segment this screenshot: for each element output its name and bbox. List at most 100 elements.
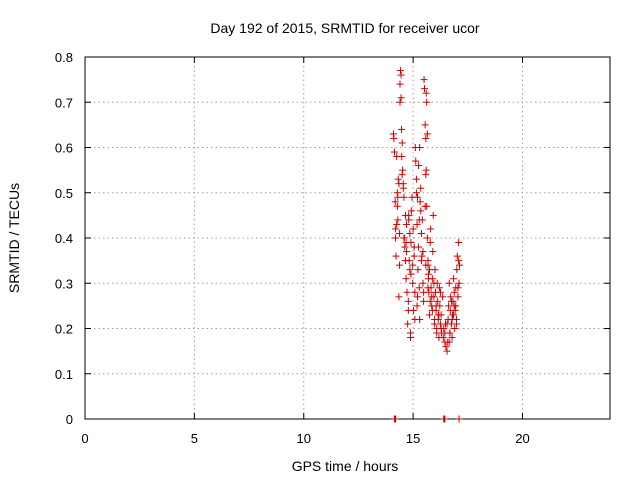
y-tick-label: 0.4 (55, 231, 73, 246)
data-point (396, 98, 404, 106)
data-point (420, 297, 428, 305)
data-point (455, 279, 463, 287)
data-point (401, 243, 409, 251)
data-point (439, 293, 447, 301)
data-point (426, 311, 434, 319)
data-point (450, 311, 458, 319)
data-point (413, 220, 421, 228)
data-point (396, 80, 404, 88)
data-point (421, 85, 428, 93)
data-point (407, 270, 415, 278)
data-point (422, 134, 430, 142)
data-point (404, 320, 412, 328)
data-point (390, 134, 398, 142)
data-point (442, 343, 450, 351)
data-point (437, 325, 445, 332)
data-point (403, 220, 411, 228)
data-point (399, 184, 407, 192)
y-tick-labels: 0 0.1 0.2 0.3 0.4 0.5 0.6 0.7 0.8 (55, 50, 73, 427)
data-point (417, 207, 425, 215)
x-tick-label: 20 (515, 431, 529, 446)
data-point (415, 162, 423, 170)
data-point (432, 302, 440, 310)
x-tick-label: 15 (406, 431, 420, 446)
data-point (453, 266, 461, 274)
data-point (436, 288, 444, 296)
data-point (428, 306, 436, 314)
data-point (395, 180, 403, 188)
data-point (451, 325, 459, 332)
data-point (423, 98, 431, 106)
data-point (417, 257, 425, 265)
data-point (448, 334, 456, 342)
data-point (412, 157, 420, 165)
data-point (397, 94, 405, 102)
chart-title: Day 192 of 2015, SRMTID for receiver uco… (210, 20, 480, 36)
data-point (429, 211, 437, 219)
data-point (392, 225, 400, 233)
data-point (447, 297, 455, 305)
data-point (419, 248, 427, 256)
data-point (403, 288, 411, 296)
data-point (392, 252, 400, 260)
data-point (446, 329, 454, 337)
data-point (415, 216, 423, 224)
data-point (393, 202, 401, 210)
x-tick-label: 5 (191, 431, 198, 446)
data-point (426, 266, 434, 274)
data-point (398, 139, 406, 147)
data-point (455, 257, 463, 265)
data-point (404, 306, 412, 314)
data-point (450, 275, 458, 283)
data-point (401, 257, 409, 265)
data-point (398, 171, 406, 179)
data-point (419, 279, 427, 287)
data-point (423, 234, 431, 242)
data-point (443, 347, 451, 355)
data-point (448, 315, 456, 323)
data-point (424, 275, 432, 283)
data-point (424, 284, 432, 292)
data-point (441, 415, 449, 423)
data-point (428, 293, 436, 301)
data-point (444, 338, 452, 346)
y-tick-label: 0.5 (55, 186, 73, 201)
data-point (442, 320, 449, 328)
y-tick-label: 0.7 (55, 95, 73, 110)
data-point (439, 334, 447, 342)
data-point (409, 225, 417, 233)
data-point (455, 239, 463, 247)
data-point (429, 248, 437, 256)
data-point (396, 67, 404, 75)
data-point (409, 261, 417, 269)
data-point (410, 252, 418, 260)
data-point (452, 320, 460, 328)
y-tick-label: 0.1 (55, 367, 73, 382)
data-point (435, 284, 443, 292)
data-point (396, 229, 404, 237)
data-point (403, 248, 411, 256)
data-point (451, 306, 459, 314)
data-point (413, 302, 421, 310)
data-point (423, 130, 431, 138)
data-point (402, 275, 410, 283)
data-point (394, 216, 402, 224)
data-points (389, 67, 463, 423)
data-point (407, 207, 415, 215)
data-point (454, 284, 462, 292)
data-point (393, 220, 401, 228)
data-point (391, 148, 399, 156)
data-point (426, 297, 434, 305)
data-point (407, 329, 414, 337)
data-point (450, 288, 458, 296)
data-point (402, 239, 410, 247)
data-point (412, 189, 420, 197)
data-point (397, 71, 405, 79)
data-point (396, 261, 404, 269)
data-point (404, 297, 412, 305)
data-point (415, 284, 423, 292)
x-tick-label: 10 (297, 431, 311, 446)
data-point (447, 293, 455, 301)
data-point (431, 315, 439, 323)
data-point (426, 239, 434, 247)
